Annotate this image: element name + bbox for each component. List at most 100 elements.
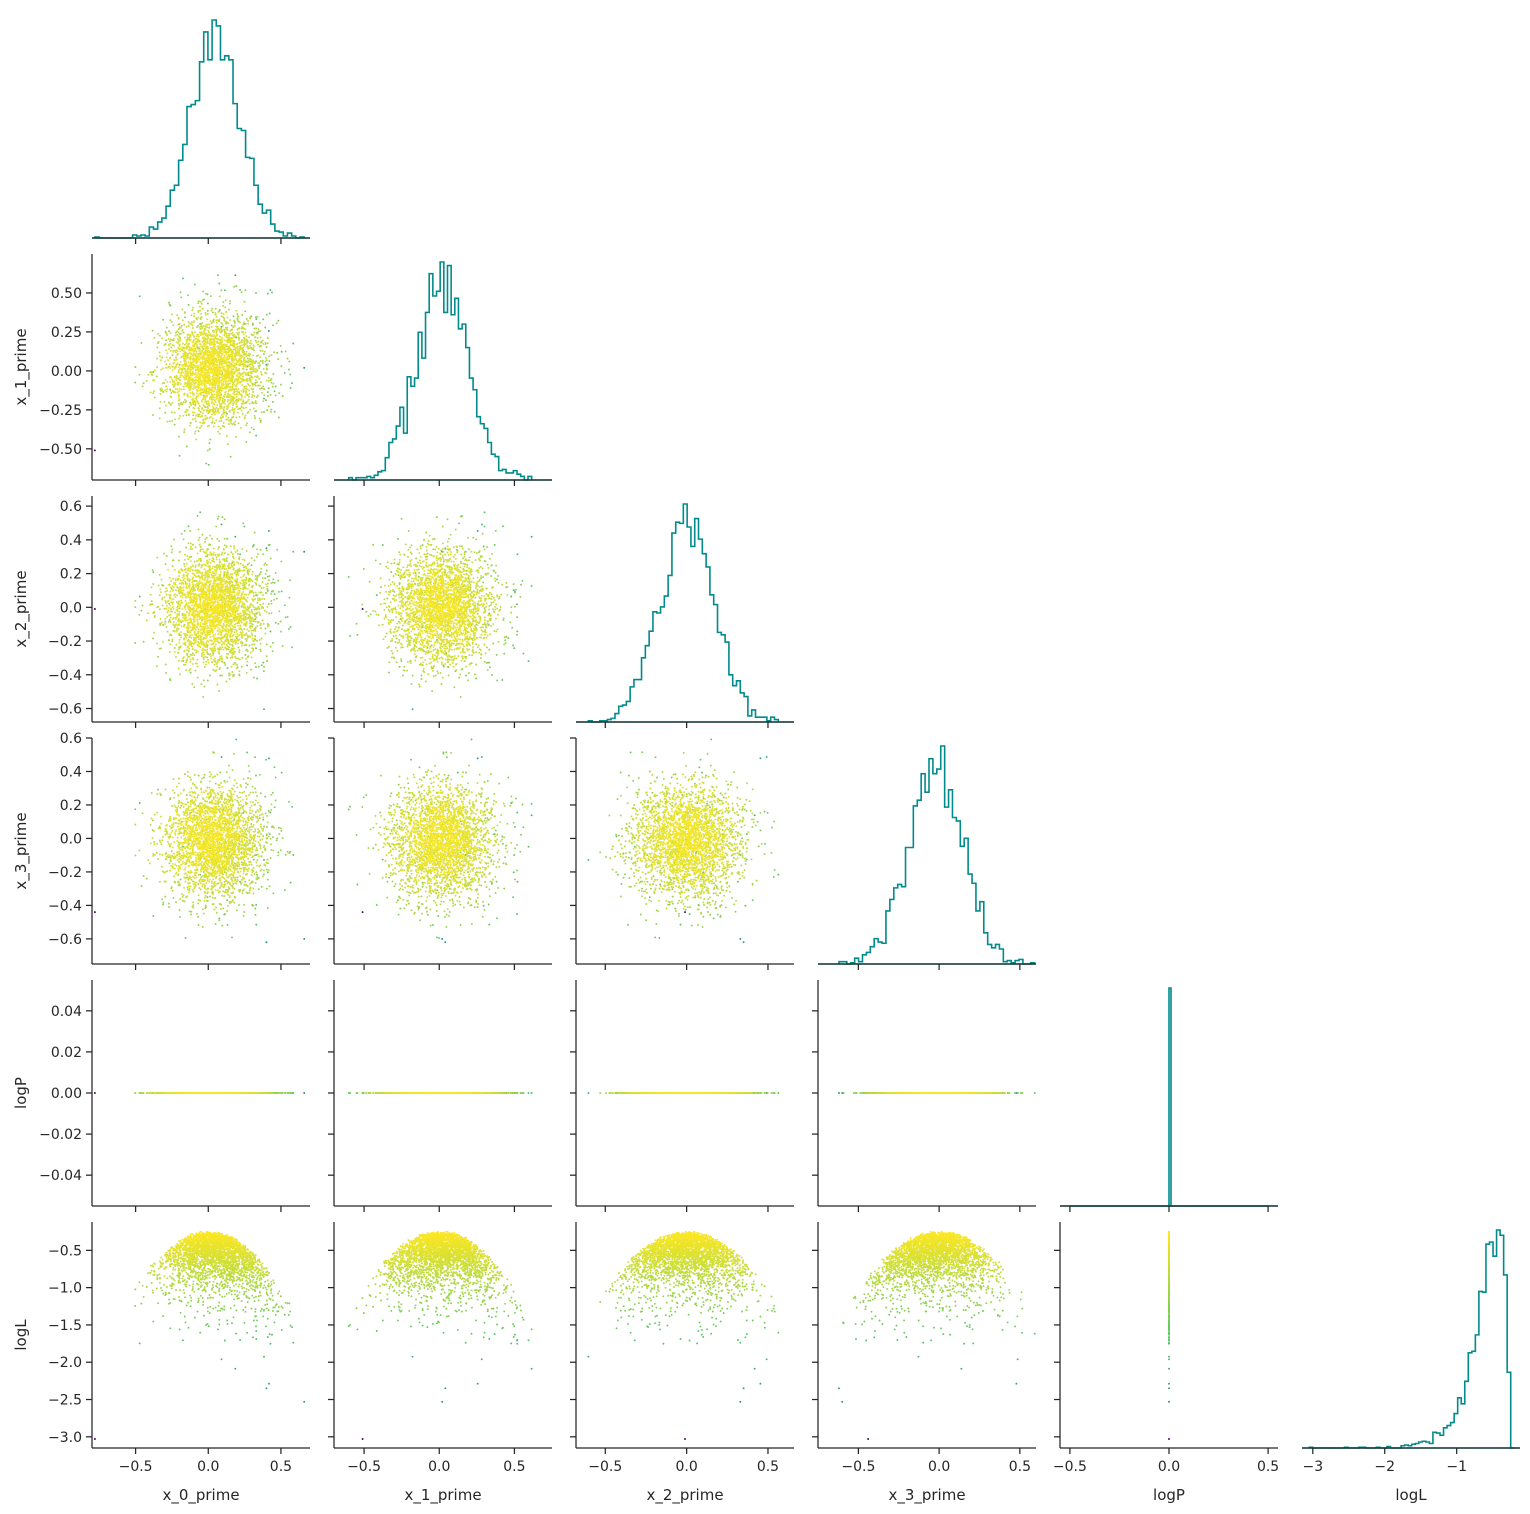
scatter-point [169,356,171,358]
scatter-point [262,385,264,387]
scatter-point [192,371,194,373]
scatter-point [276,352,278,354]
scatter-point [178,408,180,410]
scatter-point [235,351,237,353]
scatter-point [248,411,250,413]
scatter-point [258,377,260,379]
scatter-point [175,351,177,353]
scatter-point [196,344,198,346]
scatter-point [232,416,234,418]
scatter-point [176,375,178,377]
scatter-point [266,368,268,370]
scatter-point [243,364,245,366]
scatter-point [163,401,165,403]
scatter-point [223,408,225,410]
scatter-point [288,368,290,370]
scatter-point [238,336,240,338]
scatter-point [213,318,215,320]
scatter-point [184,316,186,318]
scatter-point [212,399,214,401]
scatter-point [219,347,221,349]
scatter-point [152,392,154,394]
scatter-point [188,362,190,364]
scatter-point [242,324,244,326]
scatter-point [232,404,234,406]
scatter-point [247,394,249,396]
scatter-point [210,347,212,349]
scatter-point [271,378,273,380]
scatter-point [163,344,165,346]
scatter-point [233,356,235,358]
scatter-point [199,343,201,345]
scatter-point [267,391,269,393]
scatter-point [190,361,192,363]
scatter-point [247,388,249,390]
scatter-point [227,386,229,388]
scatter-point [201,401,203,403]
scatter-point [169,319,171,321]
scatter-point [234,397,236,399]
scatter-point [176,388,178,390]
scatter-point [176,334,178,336]
scatter-point [197,334,199,336]
scatter-point [235,403,237,405]
scatter-point [215,314,217,316]
scatter-point [169,340,171,342]
scatter-point [251,364,253,366]
scatter-point [193,348,195,350]
scatter-point [238,388,240,390]
scatter-point [238,368,240,370]
scatter-point [259,322,261,324]
scatter-point [195,385,197,387]
scatter-point [231,409,233,411]
scatter-point [174,418,176,420]
scatter-point [263,368,265,370]
scatter-point [227,406,229,408]
scatter-point [242,399,244,401]
scatter-point [251,384,253,386]
scatter-point [241,331,243,333]
scatter-point [264,361,266,363]
scatter-point [223,329,225,331]
scatter-point [180,402,182,404]
scatter-point [241,355,243,357]
scatter-point [216,322,218,324]
scatter-point [235,416,237,418]
scatter-point [207,310,209,312]
scatter-point [251,382,253,384]
scatter-point [153,380,155,382]
scatter-point [221,326,223,328]
scatter-point [184,429,186,431]
scatter-point [234,354,236,356]
scatter-point [232,368,234,370]
scatter-point [239,393,241,395]
scatter-point [202,412,204,414]
scatter-point [196,340,198,342]
scatter-point [213,426,215,428]
scatter-point [192,418,194,420]
scatter-point [249,345,251,347]
scatter-point [256,341,258,343]
scatter-point [253,428,255,430]
scatter-point [195,401,197,403]
scatter-point [234,346,236,348]
scatter-point [209,351,211,353]
scatter-point [215,325,217,327]
scatter-point [162,319,164,321]
scatter-point [178,324,180,326]
scatter-point [176,341,178,343]
scatter-point [171,365,173,367]
scatter-point [152,330,154,332]
scatter-point [212,334,214,336]
scatter-point [270,354,272,356]
scatter-point [226,335,228,337]
scatter-point [256,381,258,383]
scatter-point [277,320,279,322]
scatter-point [165,385,167,387]
scatter-point [168,365,170,367]
scatter-point [266,359,268,361]
scatter-point [224,345,226,347]
scatter-point [178,372,180,374]
scatter-point [134,366,136,368]
scatter-point [238,398,240,400]
